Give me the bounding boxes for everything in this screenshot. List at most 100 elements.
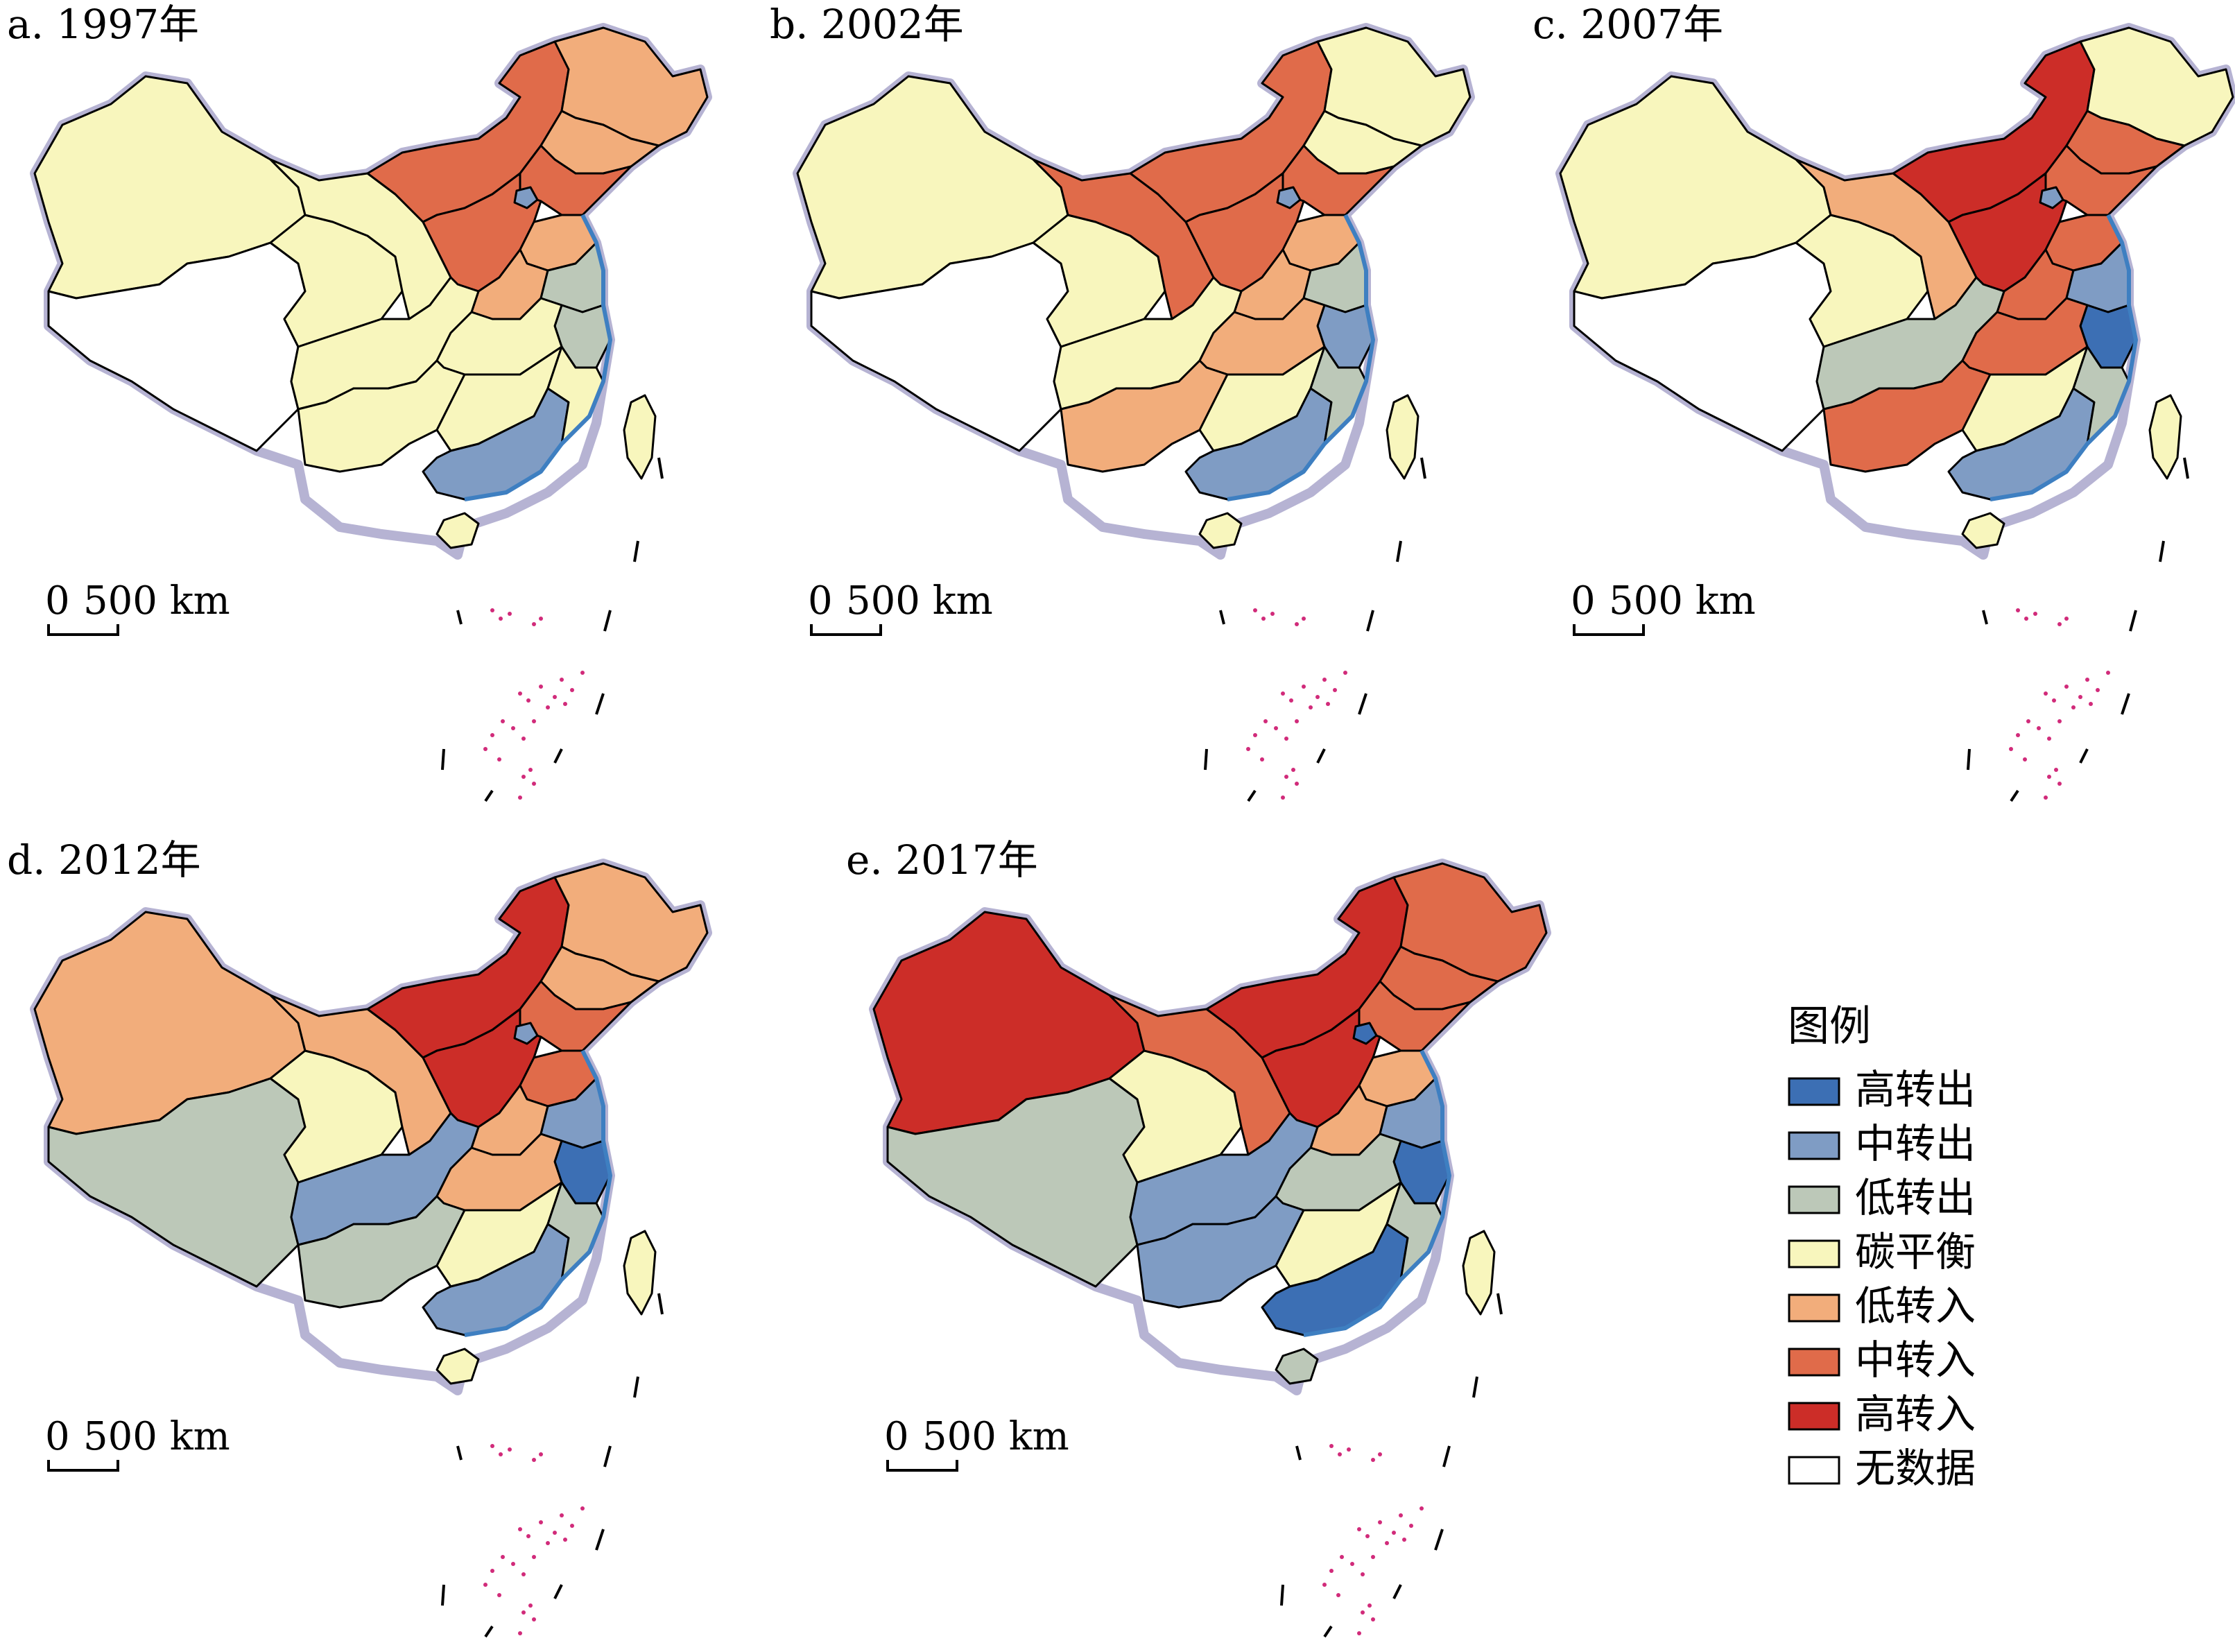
boundary-dash — [1247, 789, 1257, 802]
island-dot — [521, 1610, 526, 1615]
coastline — [464, 1049, 612, 1337]
coastline — [1990, 214, 2138, 501]
legend-swatch — [1788, 1185, 1840, 1214]
island-dot — [2026, 719, 2030, 723]
china-map: 0 500 km — [797, 28, 1470, 802]
region-beijing — [2039, 186, 2064, 209]
island-dot — [2106, 671, 2110, 675]
island-dot — [1263, 719, 1268, 723]
scale-zero: 0 — [808, 578, 833, 623]
boundary-dash — [657, 1293, 664, 1315]
island-dot — [518, 1631, 522, 1635]
south-china-sea-inset — [1967, 457, 2189, 802]
scale-label: 500 km — [83, 578, 230, 623]
boundary-dash — [2121, 693, 2130, 715]
island-dot — [1357, 1631, 1361, 1635]
island-dot — [532, 1617, 536, 1621]
island-dot — [1281, 795, 1285, 800]
island-dot — [528, 768, 533, 772]
china-map: 0 500 km — [1560, 28, 2233, 802]
island-dot — [501, 719, 505, 723]
island-dot — [2064, 685, 2069, 689]
island-dot — [532, 1555, 536, 1559]
island-dot — [1409, 1524, 1413, 1528]
island-dot — [2085, 678, 2089, 682]
island-dot — [2052, 698, 2056, 703]
island-dot — [553, 1531, 557, 1535]
boundary-dash — [1358, 693, 1367, 715]
island-dot — [1336, 1593, 1340, 1597]
region-beijing — [1352, 1022, 1378, 1045]
island-dot — [499, 617, 503, 621]
island-dot — [521, 737, 526, 741]
scale-bar-line — [1573, 624, 1645, 636]
island-dot — [2023, 757, 2027, 762]
island-dot — [532, 782, 536, 786]
scale-bar: 0 500 km — [808, 578, 993, 636]
island-dot — [2016, 733, 2020, 737]
scale-bar-line — [47, 624, 119, 636]
panel-title: b. 2002年 — [770, 1, 964, 48]
boundary-dash — [456, 1445, 463, 1461]
island-dot — [1371, 1617, 1375, 1621]
island-dot — [1350, 1562, 1354, 1566]
island-dot — [1329, 1569, 1334, 1573]
legend-label: 高转出 — [1855, 1066, 1976, 1113]
china-map: 0 500 km — [35, 863, 707, 1638]
island-dot — [1361, 1572, 1365, 1576]
legend-label: 碳平衡 — [1855, 1228, 1976, 1275]
island-dot — [2044, 691, 2048, 696]
scale-label: 500 km — [1609, 578, 1756, 623]
legend-item: 高转出 — [1788, 1066, 1976, 1113]
boundary-dash — [1204, 748, 1208, 771]
boundary-dash — [553, 748, 563, 764]
island-dot — [1253, 733, 1257, 737]
boundary-dash — [1396, 540, 1402, 562]
island-dot — [1260, 757, 1264, 762]
island-dot — [1378, 1452, 1382, 1456]
legend-item: 无数据 — [1788, 1445, 1976, 1492]
boundary-dash — [1434, 1529, 1444, 1551]
island-dot — [499, 1452, 503, 1456]
island-dot — [2064, 617, 2069, 621]
island-dot — [490, 608, 494, 612]
boundary-dash — [657, 457, 664, 479]
island-dot — [1329, 1444, 1334, 1448]
boundary-dash — [1982, 610, 1988, 625]
island-dot — [2009, 747, 2013, 751]
island-dot — [2047, 737, 2051, 741]
island-dot — [570, 688, 574, 692]
island-dot — [532, 1458, 536, 1462]
island-dot — [539, 617, 543, 621]
island-dot — [2047, 775, 2051, 779]
scale-bar-line — [810, 624, 882, 636]
legend-item: 中转出 — [1788, 1120, 1976, 1167]
boundary-dash — [595, 693, 605, 715]
island-dot — [1338, 1452, 1342, 1456]
region-taiwan — [1386, 394, 1419, 480]
island-dot — [2078, 695, 2082, 699]
boundary-dash — [1967, 748, 1971, 771]
region-hainan — [435, 1348, 480, 1385]
island-dot — [1371, 1458, 1375, 1462]
island-dot — [2096, 688, 2100, 692]
region-taiwan — [2148, 394, 2182, 480]
island-dot — [1302, 617, 1306, 621]
boundary-dash — [1323, 1625, 1333, 1638]
legend-item: 低转出 — [1788, 1174, 1976, 1221]
boundary-dash — [1442, 1445, 1451, 1468]
island-dot — [1270, 612, 1275, 616]
legend-item: 中转入 — [1788, 1336, 1976, 1384]
island-dot — [1385, 1541, 1389, 1545]
scale-zero: 0 — [1571, 578, 1596, 623]
map-panel-a: a. 1997年 0 500 km — [7, 1, 707, 802]
island-dot — [1302, 685, 1306, 689]
scale-zero: 0 — [45, 578, 70, 623]
map-panel-b: b. 2002年 0 500 km — [770, 1, 1470, 802]
island-dot — [497, 1593, 501, 1597]
island-dot — [497, 757, 501, 762]
boundary-dash — [1496, 1293, 1503, 1315]
map-panel-c: c. 2007年 0 500 km — [1533, 1, 2233, 802]
